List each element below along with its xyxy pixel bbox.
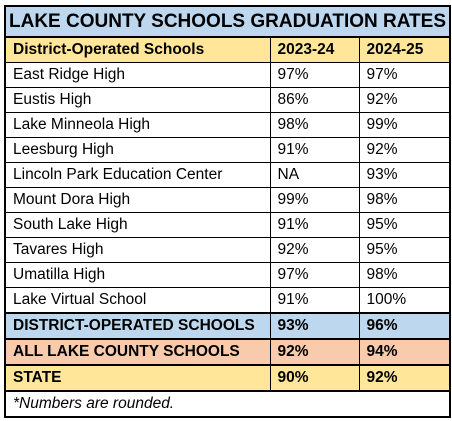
state-rate-2024-25: 92% (358, 364, 452, 392)
school-name-cell: Lake Virtual School (4, 287, 271, 314)
school-name-cell: Mount Dora High (4, 187, 271, 213)
rate-2024-25-cell: 97% (358, 62, 452, 88)
rate-2024-25-cell: 92% (358, 137, 452, 163)
graduation-rates-table: LAKE COUNTY SCHOOLS GRADUATION RATES Dis… (3, 5, 452, 418)
table-row: Tavares High 92% 95% (4, 237, 452, 263)
footnote: *Numbers are rounded. (3, 390, 452, 418)
rate-2023-24-cell: NA (269, 162, 360, 188)
rate-2024-25-cell: 100% (358, 287, 452, 314)
table-title: LAKE COUNTY SCHOOLS GRADUATION RATES (3, 5, 452, 38)
graduation-rates-table-container: LAKE COUNTY SCHOOLS GRADUATION RATES Dis… (3, 5, 452, 418)
table-row: Umatilla High 97% 98% (4, 262, 452, 288)
district-rate-2023-24: 93% (269, 312, 360, 340)
table-row: Lake Virtual School 91% 100% (4, 287, 452, 314)
school-name-cell: East Ridge High (4, 62, 271, 88)
table-row: Mount Dora High 99% 98% (4, 187, 452, 213)
table-row: Lake Minneola High 98% 99% (4, 112, 452, 138)
state-rate-2023-24: 90% (269, 364, 360, 392)
rate-2023-24-cell: 91% (269, 212, 360, 238)
school-name-cell: South Lake High (4, 212, 271, 238)
footnote-row: *Numbers are rounded. (3, 390, 452, 418)
rate-2024-25-cell: 92% (358, 87, 452, 113)
rate-2023-24-cell: 86% (269, 87, 360, 113)
table-row: East Ridge High 97% 97% (4, 62, 452, 88)
all-schools-summary-row: ALL LAKE COUNTY SCHOOLS 92% 94% (4, 338, 452, 366)
column-header-2024-25: 2024-25 (358, 36, 452, 63)
rate-2024-25-cell: 93% (358, 162, 452, 188)
school-name-cell: Leesburg High (4, 137, 271, 163)
all-schools-rate-2024-25: 94% (358, 338, 452, 366)
school-name-cell: Umatilla High (4, 262, 271, 288)
rate-2023-24-cell: 92% (269, 237, 360, 263)
column-header-school: District-Operated Schools (4, 36, 271, 63)
school-name-cell: Lincoln Park Education Center (4, 162, 271, 188)
district-rate-2024-25: 96% (358, 312, 452, 340)
rate-2024-25-cell: 95% (358, 212, 452, 238)
table-row: Eustis High 86% 92% (4, 87, 452, 113)
all-schools-summary-label: ALL LAKE COUNTY SCHOOLS (4, 338, 271, 366)
rate-2024-25-cell: 99% (358, 112, 452, 138)
rate-2024-25-cell: 98% (358, 187, 452, 213)
rate-2023-24-cell: 97% (269, 262, 360, 288)
rate-2023-24-cell: 91% (269, 287, 360, 314)
school-name-cell: Tavares High (4, 237, 271, 263)
table-title-row: LAKE COUNTY SCHOOLS GRADUATION RATES (3, 5, 452, 38)
rate-2023-24-cell: 91% (269, 137, 360, 163)
state-summary-row: STATE 90% 92% (4, 364, 452, 392)
rate-2024-25-cell: 98% (358, 262, 452, 288)
school-name-cell: Lake Minneola High (4, 112, 271, 138)
district-summary-row: DISTRICT-OPERATED SCHOOLS 93% 96% (4, 312, 452, 340)
table-row: Lincoln Park Education Center NA 93% (4, 162, 452, 188)
table-body: LAKE COUNTY SCHOOLS GRADUATION RATES Dis… (3, 5, 452, 418)
rate-2024-25-cell: 95% (358, 237, 452, 263)
table-header-row: District-Operated Schools 2023-24 2024-2… (4, 36, 452, 63)
table-row: Leesburg High 91% 92% (4, 137, 452, 163)
state-summary-label: STATE (4, 364, 271, 392)
all-schools-rate-2023-24: 92% (269, 338, 360, 366)
rate-2023-24-cell: 97% (269, 62, 360, 88)
district-summary-label: DISTRICT-OPERATED SCHOOLS (4, 312, 271, 340)
rate-2023-24-cell: 98% (269, 112, 360, 138)
school-name-cell: Eustis High (4, 87, 271, 113)
column-header-2023-24: 2023-24 (269, 36, 360, 63)
table-row: South Lake High 91% 95% (4, 212, 452, 238)
rate-2023-24-cell: 99% (269, 187, 360, 213)
